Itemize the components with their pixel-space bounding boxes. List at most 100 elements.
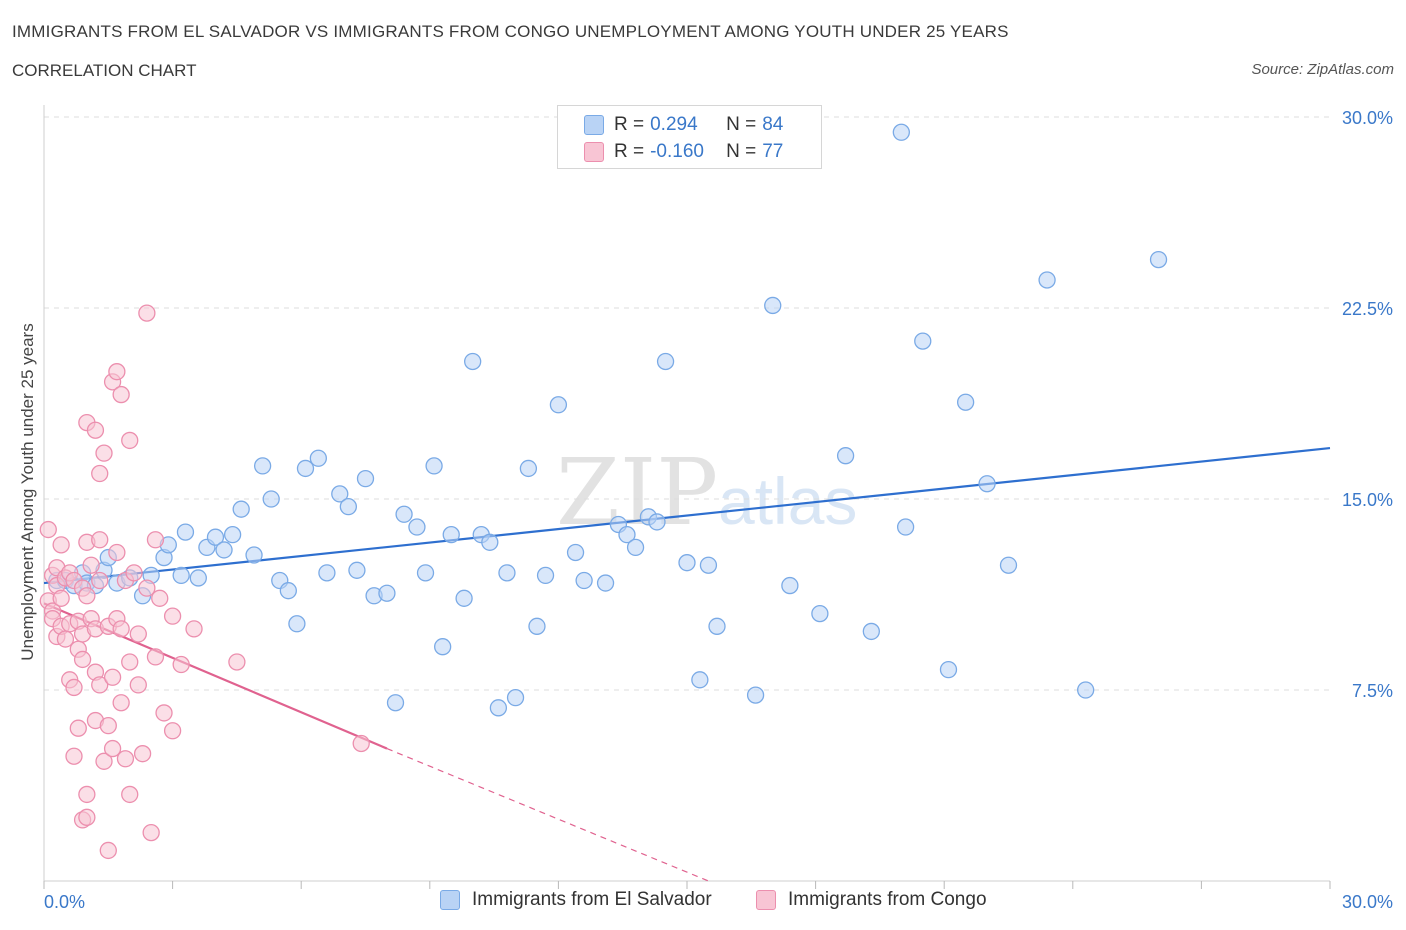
congo-point <box>108 543 126 562</box>
el-salvador-point <box>416 564 435 582</box>
el-salvador-point <box>656 352 675 371</box>
el-salvador-point <box>172 566 190 585</box>
el-salvador-point <box>566 543 585 562</box>
el-salvador-point <box>764 296 782 315</box>
el-salvador-point <box>939 660 958 679</box>
el-salvador-point <box>489 699 508 717</box>
r-label: R = <box>614 141 645 162</box>
el-salvador-point <box>746 686 765 704</box>
axes <box>43 105 1331 889</box>
el-salvador-point <box>189 569 207 587</box>
congo-point <box>103 739 122 758</box>
y-tick-label: 22.5% <box>1342 299 1393 319</box>
y-tick-label: 30.0% <box>1342 108 1393 128</box>
grid-lines <box>44 116 1330 691</box>
congo-point <box>228 653 246 671</box>
legend-row-congo: R = -0.160 N = 77 <box>584 140 783 164</box>
el-salvador-point <box>678 554 696 572</box>
congo-trend-extension <box>386 748 709 882</box>
el-salvador-point <box>708 617 726 635</box>
congo-point <box>91 676 109 694</box>
el-salvador-point <box>425 457 443 475</box>
congo-point <box>352 734 370 753</box>
congo-point <box>129 676 147 694</box>
el-salvador-point <box>618 526 636 544</box>
pink-swatch <box>584 142 604 162</box>
congo-point <box>121 431 139 450</box>
congo-point <box>146 531 165 549</box>
el-salvador-point <box>262 490 280 508</box>
el-salvador-point <box>626 538 645 557</box>
el-salvador-point <box>836 447 855 465</box>
el-salvador-point <box>288 615 306 633</box>
el-salvador-point <box>896 518 915 536</box>
blue-swatch <box>584 115 604 135</box>
watermark: ZIP atlas <box>556 439 857 546</box>
congo-point <box>65 678 83 697</box>
el-salvador-point <box>176 523 195 541</box>
el-salvador-point <box>481 533 499 551</box>
el-salvador-point <box>245 546 263 564</box>
el-salvador-point <box>575 571 593 590</box>
correlation-legend: R = 0.294 N = 84 R = -0.160 N = 77 <box>557 105 822 169</box>
congo-point <box>163 607 182 625</box>
congo-point <box>95 444 113 462</box>
el-salvador-point <box>1077 681 1095 699</box>
congo-point <box>103 668 122 686</box>
el-salvador-point <box>215 541 233 559</box>
congo-point <box>185 620 203 638</box>
congo-point <box>116 750 135 768</box>
el-salvador-point <box>442 526 460 544</box>
el-salvador-point <box>296 459 315 478</box>
el-salvador-point <box>223 526 242 544</box>
congo-point <box>112 694 130 712</box>
congo-point <box>138 579 156 597</box>
el-salvador-point <box>549 396 568 414</box>
congo-point <box>163 722 182 740</box>
el-salvador-point <box>395 505 413 523</box>
congo-point <box>121 785 139 804</box>
legend-label: Immigrants from Congo <box>788 889 987 910</box>
watermark-atlas: atlas <box>718 464 857 538</box>
el-salvador-point <box>781 576 799 595</box>
congo-point <box>78 785 96 804</box>
congo-point <box>91 531 109 549</box>
congo-point <box>91 464 109 483</box>
congo-point <box>151 589 169 607</box>
el-salvador-point <box>378 584 396 602</box>
watermark-zip: ZIP <box>556 439 718 546</box>
congo-point <box>86 421 105 439</box>
r-label: R = <box>614 114 645 135</box>
el-salvador-point <box>1149 250 1168 269</box>
congo-point <box>91 571 109 590</box>
el-salvador-point <box>691 671 709 689</box>
congo-point <box>121 653 139 671</box>
congo-point <box>129 625 147 643</box>
el-salvador-point <box>699 556 718 574</box>
el-salvador-point <box>279 582 297 600</box>
el-salvador-point <box>862 622 880 641</box>
el-salvador-point <box>536 566 555 585</box>
el-salvador-point <box>386 694 405 712</box>
r-value: 0.294 <box>650 114 698 135</box>
el-salvador-point <box>408 518 426 536</box>
congo-point <box>155 704 173 722</box>
congo-point <box>78 808 96 826</box>
congo-point <box>99 717 117 735</box>
congo-point <box>69 719 87 737</box>
el-salvador-point <box>892 123 910 141</box>
congo-point <box>112 620 130 638</box>
el-salvador-point <box>318 564 336 582</box>
el-salvador-point <box>519 459 538 478</box>
el-salvador-point <box>596 574 615 592</box>
blue-swatch <box>440 890 460 910</box>
congo-point <box>65 747 83 765</box>
el-salvador-point <box>253 457 272 475</box>
congo-point <box>95 752 113 770</box>
n-value: 77 <box>762 141 784 162</box>
congo-point <box>39 520 57 539</box>
el-salvador-point <box>999 556 1018 574</box>
el-salvador-point <box>331 485 349 503</box>
congo-point <box>108 363 126 381</box>
